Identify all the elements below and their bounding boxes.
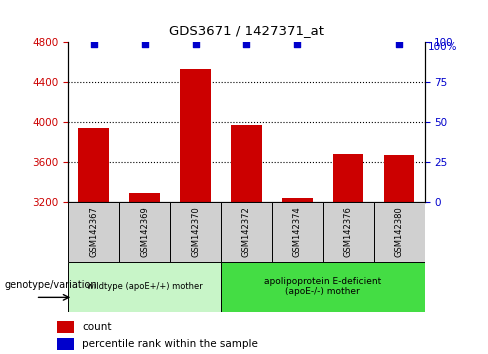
Bar [231, 125, 262, 202]
Point [293, 41, 301, 47]
Title: GDS3671 / 1427371_at: GDS3671 / 1427371_at [169, 24, 324, 37]
Bar [384, 155, 414, 202]
Text: apolipoprotein E-deficient
(apoE-/-) mother: apolipoprotein E-deficient (apoE-/-) mot… [264, 277, 382, 296]
Bar [170, 202, 221, 262]
Bar [374, 202, 425, 262]
Bar [129, 193, 160, 202]
Text: GSM142374: GSM142374 [293, 206, 302, 257]
Point [395, 41, 403, 47]
Bar [68, 202, 119, 262]
Bar [221, 202, 272, 262]
Point [192, 41, 200, 47]
Text: wildtype (apoE+/+) mother: wildtype (apoE+/+) mother [87, 282, 203, 291]
Text: GSM142369: GSM142369 [140, 206, 149, 257]
Bar [180, 69, 211, 202]
Bar [221, 262, 425, 312]
Text: GSM142380: GSM142380 [395, 206, 404, 257]
Bar [68, 262, 221, 312]
Text: 100%: 100% [428, 42, 458, 52]
Text: GSM142370: GSM142370 [191, 206, 200, 257]
Point [243, 41, 250, 47]
Text: GSM142367: GSM142367 [89, 206, 98, 257]
Point [90, 41, 98, 47]
Bar [333, 154, 364, 202]
Text: count: count [82, 322, 111, 332]
Text: GSM142372: GSM142372 [242, 206, 251, 257]
Bar [282, 198, 313, 202]
Text: percentile rank within the sample: percentile rank within the sample [82, 339, 258, 349]
Bar [323, 202, 374, 262]
Bar [57, 321, 74, 333]
Text: genotype/variation: genotype/variation [5, 280, 98, 290]
Bar [57, 338, 74, 350]
Bar [119, 202, 170, 262]
Bar [272, 202, 323, 262]
Text: GSM142376: GSM142376 [344, 206, 353, 257]
Point [141, 41, 148, 47]
Bar [79, 128, 109, 202]
